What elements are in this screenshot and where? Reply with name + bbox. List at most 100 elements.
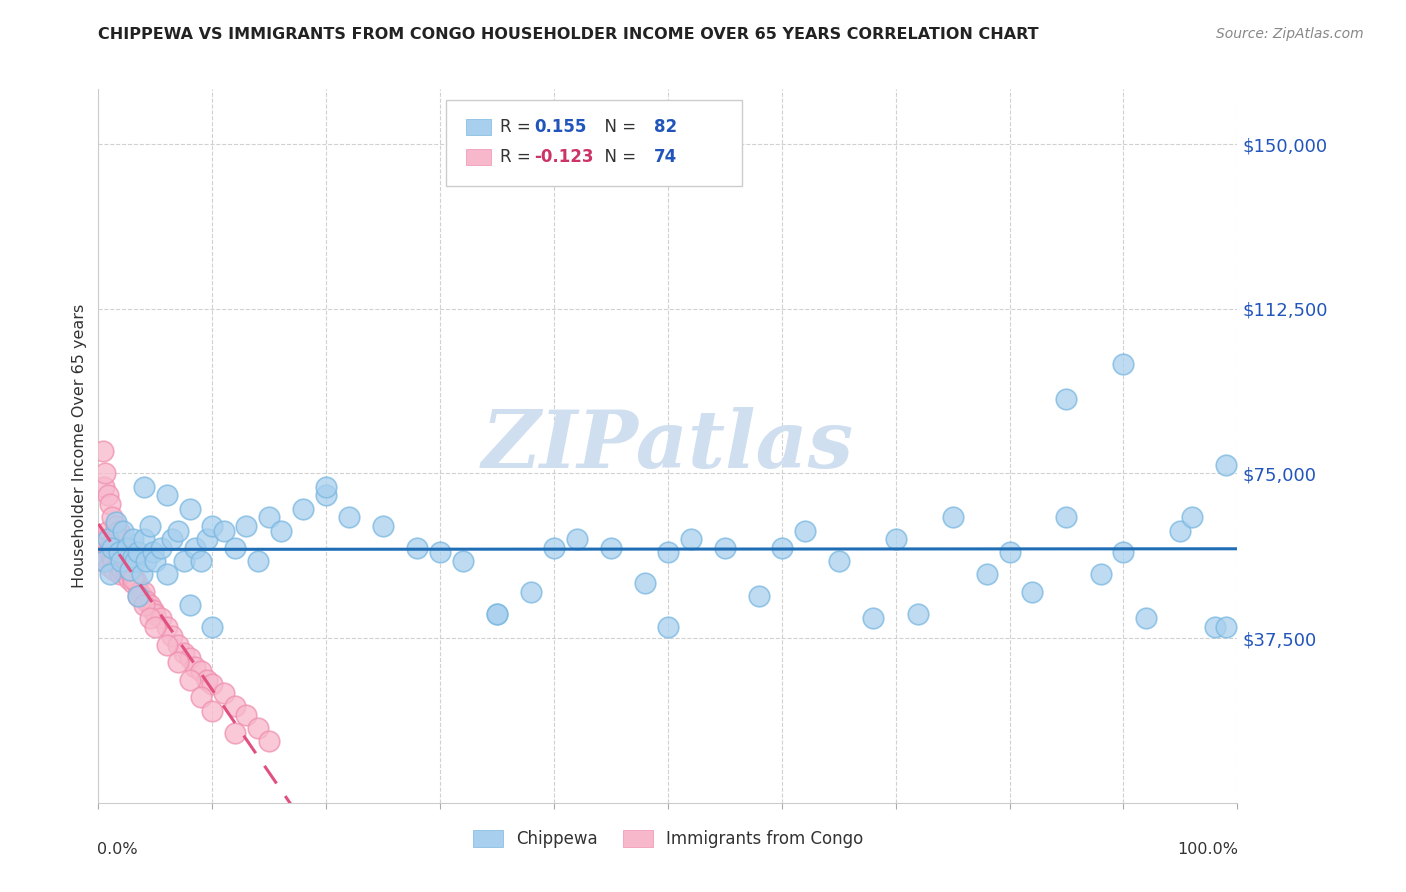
Point bbox=[828, 554, 851, 568]
Point bbox=[634, 576, 657, 591]
Point bbox=[101, 541, 124, 555]
Point bbox=[1181, 510, 1204, 524]
Point bbox=[337, 510, 360, 524]
Point bbox=[1054, 510, 1078, 524]
Point bbox=[108, 545, 131, 559]
Point bbox=[145, 620, 167, 634]
Point bbox=[132, 585, 155, 599]
Point bbox=[1112, 545, 1135, 559]
Point bbox=[150, 611, 173, 625]
Point bbox=[190, 554, 212, 568]
Point bbox=[1090, 567, 1112, 582]
Point bbox=[93, 480, 115, 494]
Point bbox=[142, 545, 165, 559]
Point bbox=[111, 563, 134, 577]
Point bbox=[108, 549, 131, 564]
Point bbox=[101, 510, 124, 524]
Point bbox=[96, 533, 118, 547]
Point bbox=[179, 598, 201, 612]
Point bbox=[100, 537, 122, 551]
Point bbox=[167, 655, 190, 669]
Point bbox=[657, 620, 679, 634]
Point bbox=[121, 549, 143, 564]
Point bbox=[270, 524, 292, 538]
Point bbox=[371, 519, 394, 533]
Point bbox=[94, 467, 117, 481]
Point bbox=[246, 554, 269, 568]
Point bbox=[195, 673, 218, 687]
Point bbox=[132, 533, 155, 547]
Point bbox=[179, 651, 201, 665]
FancyBboxPatch shape bbox=[446, 100, 742, 186]
Text: ZIPatlas: ZIPatlas bbox=[482, 408, 853, 484]
Point bbox=[173, 554, 195, 568]
Point bbox=[246, 721, 269, 735]
Point bbox=[907, 607, 929, 621]
Point bbox=[520, 585, 543, 599]
Point bbox=[127, 590, 149, 604]
Point bbox=[103, 554, 125, 568]
Point bbox=[104, 533, 127, 547]
Point bbox=[145, 607, 167, 621]
Point bbox=[884, 533, 907, 547]
Point bbox=[770, 541, 793, 555]
Y-axis label: Householder Income Over 65 years: Householder Income Over 65 years bbox=[72, 304, 87, 588]
Point bbox=[128, 585, 150, 599]
Point bbox=[942, 510, 965, 524]
Point bbox=[195, 533, 218, 547]
FancyBboxPatch shape bbox=[467, 120, 491, 135]
Point bbox=[121, 533, 143, 547]
Point bbox=[235, 708, 257, 723]
Point bbox=[118, 572, 141, 586]
Point bbox=[98, 497, 121, 511]
Point bbox=[132, 598, 155, 612]
Point bbox=[259, 734, 281, 748]
Text: CHIPPEWA VS IMMIGRANTS FROM CONGO HOUSEHOLDER INCOME OVER 65 YEARS CORRELATION C: CHIPPEWA VS IMMIGRANTS FROM CONGO HOUSEH… bbox=[98, 27, 1039, 42]
Point bbox=[124, 554, 146, 568]
Point bbox=[120, 563, 142, 577]
Text: Source: ZipAtlas.com: Source: ZipAtlas.com bbox=[1216, 27, 1364, 41]
Point bbox=[1170, 524, 1192, 538]
Point bbox=[162, 533, 184, 547]
Point bbox=[115, 554, 138, 568]
Point bbox=[1215, 620, 1237, 634]
Point bbox=[127, 545, 149, 559]
Point bbox=[184, 541, 207, 555]
Point bbox=[96, 488, 118, 502]
Point bbox=[90, 541, 112, 555]
Point bbox=[108, 567, 131, 582]
Text: -0.123: -0.123 bbox=[534, 148, 595, 166]
Point bbox=[150, 541, 173, 555]
Point bbox=[97, 558, 120, 573]
Point bbox=[110, 554, 132, 568]
Point bbox=[131, 590, 153, 604]
Point bbox=[201, 677, 224, 691]
Point bbox=[112, 541, 135, 555]
Point bbox=[115, 554, 138, 568]
Point bbox=[1054, 392, 1078, 406]
Point bbox=[657, 545, 679, 559]
Point bbox=[138, 611, 160, 625]
Point bbox=[167, 638, 190, 652]
Point bbox=[998, 545, 1021, 559]
Point bbox=[486, 607, 509, 621]
Point bbox=[120, 563, 142, 577]
Point bbox=[173, 647, 195, 661]
Point bbox=[107, 558, 129, 573]
Point bbox=[138, 519, 160, 533]
Point bbox=[94, 533, 117, 547]
Point bbox=[91, 444, 114, 458]
Point bbox=[156, 638, 179, 652]
Point bbox=[1021, 585, 1043, 599]
Point bbox=[117, 563, 139, 577]
Point bbox=[112, 524, 135, 538]
Point bbox=[201, 519, 224, 533]
Point bbox=[135, 554, 157, 568]
Point bbox=[98, 545, 121, 559]
Point bbox=[114, 567, 136, 582]
Point bbox=[184, 659, 207, 673]
Point bbox=[429, 545, 451, 559]
Point bbox=[131, 567, 153, 582]
Point bbox=[1215, 458, 1237, 472]
Point bbox=[224, 541, 246, 555]
